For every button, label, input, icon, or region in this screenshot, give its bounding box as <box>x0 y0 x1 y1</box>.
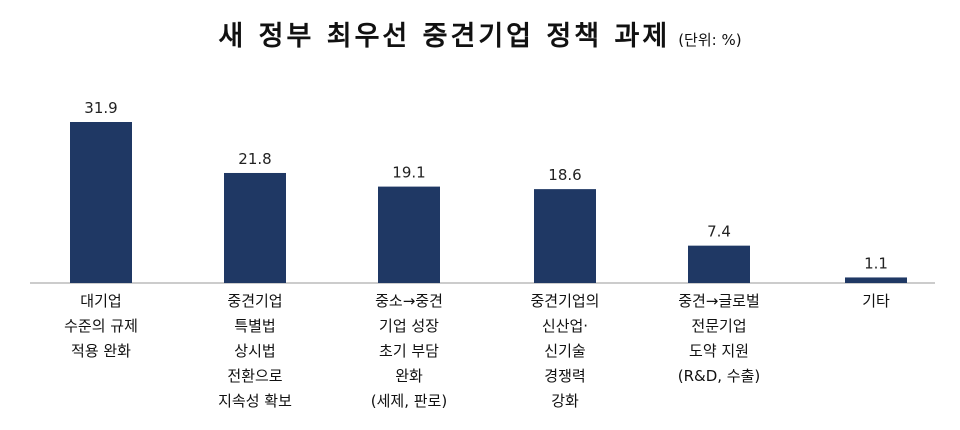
unit-label: (단위: %) <box>678 31 742 49</box>
chart-title: 새 정부 최우선 중견기업 정책 과제 <box>218 21 671 52</box>
category-label-2-line-3: 상시법 <box>234 342 275 360</box>
category-label-3-line-5: (세제, 판로) <box>371 392 447 410</box>
bar-4 <box>534 189 596 283</box>
value-label-2: 21.8 <box>238 150 271 168</box>
bar-2 <box>224 172 286 283</box>
bar-3 <box>378 186 440 283</box>
category-label-5-line-1: 중견→글로벌 <box>678 292 760 310</box>
category-label-5-line-2: 전문기업 <box>691 317 746 335</box>
category-label-4-line-4: 경쟁력 <box>544 367 585 385</box>
category-label-2-line-5: 지속성 확보 <box>218 392 292 410</box>
value-label-1: 31.9 <box>84 99 117 117</box>
value-label-5: 7.4 <box>707 223 731 241</box>
category-label-1-line-2: 수준의 규제 <box>64 317 138 335</box>
bar-5 <box>688 245 750 283</box>
category-label-5-line-4: (R&D, 수출) <box>678 367 761 385</box>
category-label-4-line-3: 신기술 <box>544 342 585 360</box>
chart-title-row: 새 정부 최우선 중견기업 정책 과제 (단위: %) <box>0 14 960 53</box>
category-label-2-line-1: 중견기업 <box>227 292 282 310</box>
value-label-6: 1.1 <box>864 254 888 272</box>
category-label-2-line-2: 특별법 <box>234 317 275 335</box>
bar-6 <box>845 277 907 283</box>
category-label-3-line-2: 기업 성장 <box>379 317 439 335</box>
category-label-2-line-4: 전환으로 <box>227 367 282 385</box>
category-label-3-line-1: 중소→중견 <box>375 292 443 310</box>
category-label-3-line-3: 초기 부담 <box>379 342 439 360</box>
category-label-4-line-2: 신산업· <box>542 317 588 335</box>
category-label-6-line-1: 기타 <box>862 292 890 310</box>
value-label-3: 19.1 <box>392 164 425 182</box>
bar-1 <box>70 122 132 283</box>
value-label-4: 18.6 <box>548 166 581 184</box>
category-label-4-line-5: 강화 <box>551 392 579 410</box>
category-label-4-line-1: 중견기업의 <box>530 292 599 310</box>
category-label-1-line-1: 대기업 <box>80 292 121 310</box>
category-label-3-line-4: 완화 <box>395 367 423 385</box>
category-label-5-line-3: 도약 지원 <box>689 342 749 360</box>
category-label-1-line-3: 적용 완화 <box>71 342 131 360</box>
